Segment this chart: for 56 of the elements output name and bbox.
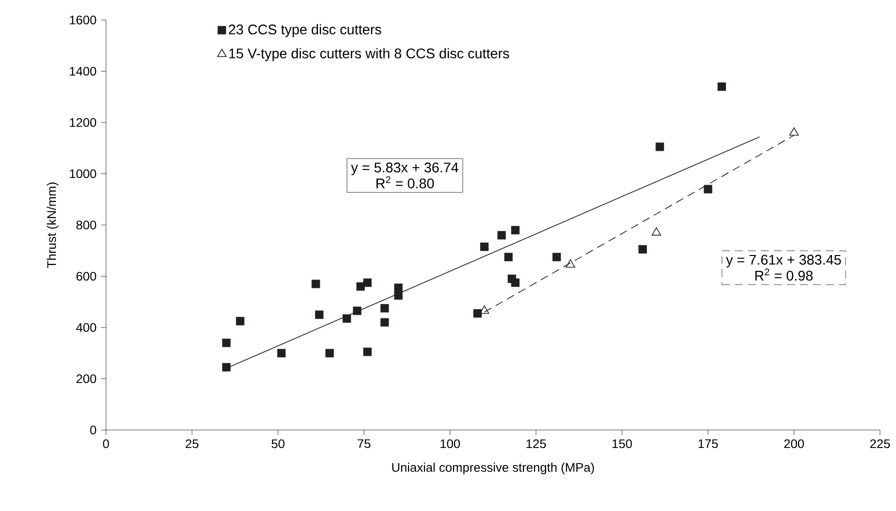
point: [380, 304, 389, 312]
y-tick-label: 400: [76, 323, 96, 332]
point: [342, 314, 352, 323]
point: [277, 348, 286, 358]
point: [704, 184, 712, 194]
point: [352, 306, 362, 316]
x-tick-label: 0: [103, 439, 109, 448]
y-tick-label: 0: [90, 426, 96, 434]
y-tick-label: 1400: [70, 66, 96, 76]
point: [222, 338, 231, 348]
x-axis-title: Uniaxial compressive strength (MPa): [392, 462, 594, 474]
point: [480, 242, 489, 251]
point: [394, 284, 403, 292]
y-axis-title: Thrust (kN/mm): [46, 182, 58, 268]
point: [236, 316, 244, 326]
point: [394, 291, 403, 300]
y-tick-label: 200: [76, 374, 96, 384]
point: [363, 278, 372, 287]
point: [566, 259, 576, 268]
point: [380, 318, 389, 327]
point: [473, 309, 482, 318]
annotation: y = 7.61x + 383.45: [726, 254, 841, 268]
point: [652, 227, 662, 236]
x-tick-label: 25: [186, 439, 198, 448]
annotation: R$^{2}$ = 0.98: [755, 268, 813, 281]
point: [222, 363, 231, 372]
point: [656, 142, 664, 152]
x-tick-label: 50: [272, 439, 284, 448]
point: [718, 82, 726, 91]
x-tick-label: 200: [784, 439, 804, 448]
point: [638, 245, 647, 254]
point: [504, 252, 513, 262]
y-tick-label: 800: [76, 220, 96, 230]
point: [789, 127, 799, 136]
x-tick-label: 150: [612, 439, 632, 448]
legend-label: 23 CCS type disc cutters: [228, 24, 382, 38]
point: [511, 226, 520, 234]
y-tick-label: 1600: [70, 16, 96, 24]
x-tick-label: 225: [870, 439, 890, 448]
annotation: R$^{2}$ = 0.80: [376, 176, 434, 188]
point: [552, 252, 561, 262]
point: [511, 278, 520, 287]
x-tick-label: 125: [526, 439, 546, 448]
point: [497, 231, 506, 240]
point: [363, 348, 372, 356]
point: [315, 310, 324, 319]
x-tick-label: 175: [698, 439, 718, 448]
y-tick-label: 1200: [70, 118, 96, 127]
x-tick-label: 75: [358, 439, 370, 448]
annotation: y = 5.83x + 36.74: [351, 162, 458, 176]
y-tick-label: 1000: [70, 169, 96, 178]
point: [325, 348, 334, 358]
legend-label: 15 V-type disc cutters with 8 CCS disc cutters: [229, 48, 510, 62]
x-tick-label: 100: [440, 439, 460, 448]
point: [312, 280, 320, 288]
y-tick-label: 600: [76, 272, 96, 281]
